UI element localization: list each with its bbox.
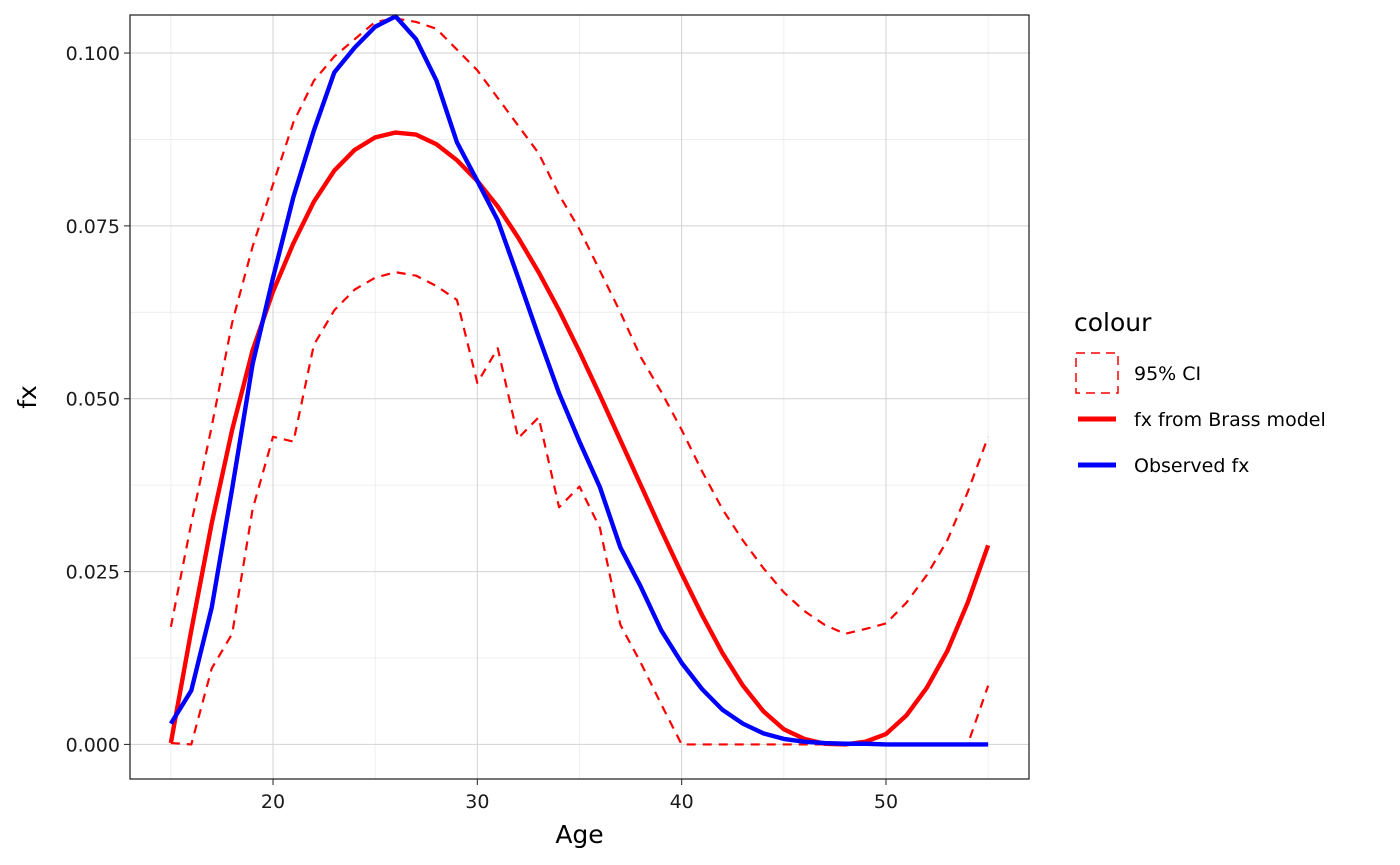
- y-tick-label: 0.075: [66, 216, 120, 238]
- panel-border: [129, 14, 1030, 780]
- legend-label-brass: fx from Brass model: [1134, 409, 1326, 431]
- legend-label-ci: 95% CI: [1134, 363, 1201, 385]
- x-tick-label: 20: [261, 791, 285, 813]
- legend: colour 95% CI fx from Brass model Observ…: [1074, 308, 1326, 477]
- legend-item-observed: Observed fx: [1078, 455, 1249, 477]
- y-tick-label: 0.100: [66, 43, 120, 65]
- y-tick-label: 0.000: [66, 734, 120, 756]
- x-tick-label: 50: [874, 791, 898, 813]
- x-tick-label: 30: [465, 791, 489, 813]
- legend-item-ci: 95% CI: [1075, 352, 1201, 394]
- grid-major: [130, 15, 1029, 779]
- y-tick-label: 0.050: [66, 389, 120, 411]
- y-axis: 0.000 0.025 0.050 0.075 0.100: [66, 43, 130, 756]
- y-tick-label: 0.025: [66, 562, 120, 584]
- grid-minor: [130, 15, 1029, 779]
- legend-item-brass: fx from Brass model: [1078, 409, 1326, 431]
- x-axis: 20 30 40 50: [261, 779, 898, 813]
- legend-label-observed: Observed fx: [1134, 455, 1249, 477]
- series-line-ci-upper: [169, 17, 990, 635]
- legend-title: colour: [1074, 308, 1152, 337]
- series-line-observed: [168, 14, 989, 747]
- legend-key-ci-swatch: [1075, 352, 1119, 394]
- series-layer: [168, 14, 991, 747]
- x-tick-label: 40: [670, 791, 694, 813]
- x-axis-title: Age: [555, 820, 603, 849]
- y-axis-title: fx: [13, 385, 42, 409]
